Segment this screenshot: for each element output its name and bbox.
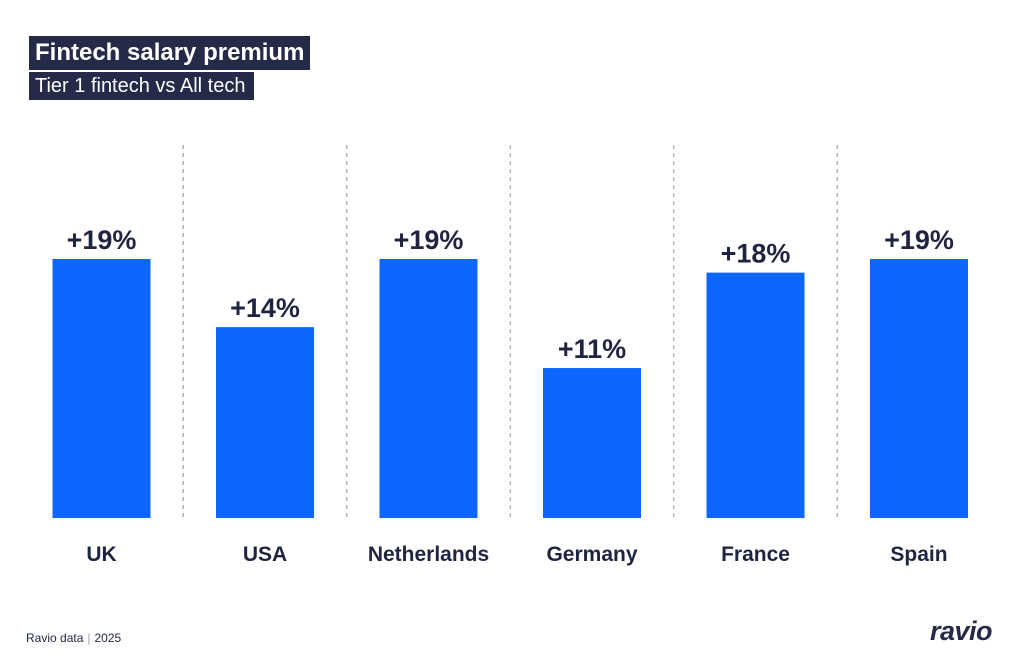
category-label: UK (86, 543, 116, 566)
bar-value-label: +19% (67, 225, 137, 255)
bar-france (706, 272, 805, 518)
category-label: Spain (890, 543, 947, 566)
chart-subtitle: Tier 1 fintech vs All tech (29, 72, 255, 100)
bar-value-label: +19% (884, 225, 954, 255)
bar-value-label: +11% (558, 334, 626, 364)
bar-germany (543, 368, 641, 518)
bar-value-label: +18% (721, 239, 791, 269)
source-year: 2025 (94, 631, 122, 645)
source-label: Ravio data (26, 631, 84, 645)
bar-netherlands (379, 259, 478, 518)
category-label: France (721, 543, 790, 566)
category-label: Netherlands (368, 543, 489, 566)
bar-value-label: +14% (230, 293, 300, 323)
bar-value-label: +19% (394, 225, 464, 255)
bar-usa (216, 327, 314, 518)
chart-title: Fintech salary premium (29, 36, 311, 70)
footer-source: Ravio data | 2025 (26, 631, 121, 645)
bar-spain (870, 259, 968, 518)
source-separator: | (87, 631, 91, 645)
ravio-logo: ravio (929, 616, 993, 646)
category-label: Germany (546, 543, 637, 566)
bar-uk (52, 259, 151, 518)
category-label: USA (243, 543, 287, 566)
